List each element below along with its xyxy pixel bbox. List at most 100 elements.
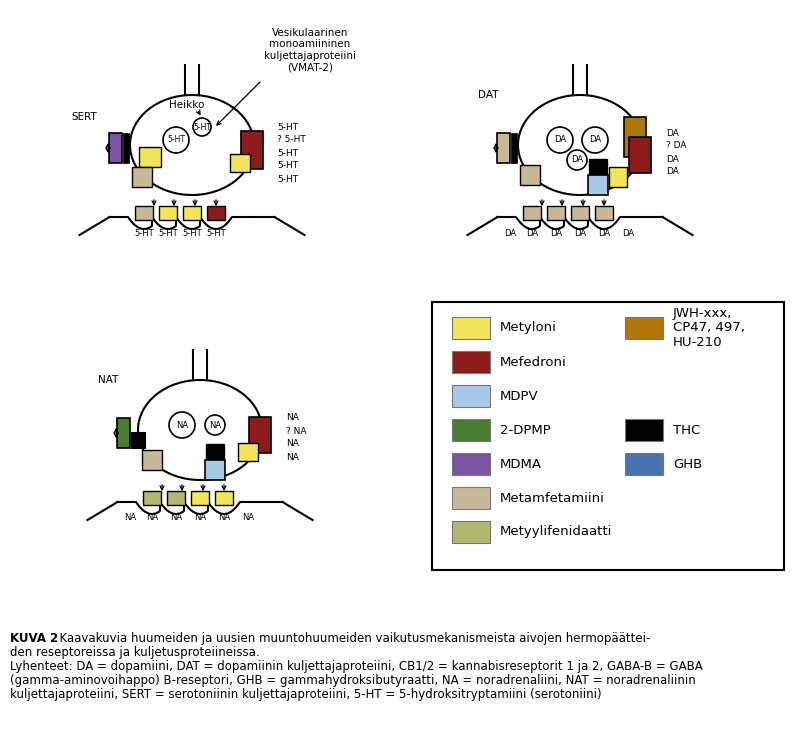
Text: 5-HT: 5-HT bbox=[206, 228, 226, 237]
Text: NA: NA bbox=[218, 513, 230, 522]
Bar bbox=[609, 167, 627, 187]
Text: 5-HT: 5-HT bbox=[158, 228, 178, 237]
Bar bbox=[109, 133, 123, 163]
Text: DA: DA bbox=[622, 228, 634, 237]
Text: NA: NA bbox=[242, 513, 254, 522]
Bar bbox=[207, 206, 225, 220]
Text: MDPV: MDPV bbox=[500, 390, 539, 403]
Bar bbox=[452, 419, 490, 441]
Text: 5-HT: 5-HT bbox=[277, 123, 298, 132]
Text: Metyylifenidaatti: Metyylifenidaatti bbox=[500, 525, 612, 539]
Text: 2-DPMP: 2-DPMP bbox=[500, 423, 551, 437]
Text: ? DA: ? DA bbox=[666, 141, 686, 150]
Text: MDMA: MDMA bbox=[500, 458, 542, 470]
Text: DA: DA bbox=[550, 228, 562, 237]
Bar bbox=[625, 419, 663, 441]
Bar bbox=[139, 147, 161, 167]
Bar bbox=[511, 133, 517, 163]
Bar bbox=[249, 417, 271, 453]
Bar bbox=[595, 206, 613, 220]
Ellipse shape bbox=[518, 95, 642, 195]
Bar bbox=[238, 443, 258, 461]
Bar bbox=[135, 206, 153, 220]
Text: 5-HT: 5-HT bbox=[183, 228, 202, 237]
Text: Metamfetamiini: Metamfetamiini bbox=[500, 492, 605, 504]
Bar bbox=[589, 159, 607, 175]
Text: 5-HT: 5-HT bbox=[167, 135, 185, 144]
Text: DA: DA bbox=[598, 228, 610, 237]
Text: DA: DA bbox=[504, 228, 516, 237]
Ellipse shape bbox=[130, 95, 254, 195]
Text: ? 5-HT: ? 5-HT bbox=[277, 135, 306, 144]
Text: DA: DA bbox=[666, 155, 679, 164]
Bar bbox=[206, 444, 224, 460]
Bar bbox=[497, 133, 511, 163]
Text: NA: NA bbox=[194, 513, 206, 522]
Bar bbox=[142, 450, 162, 470]
Bar bbox=[452, 453, 490, 475]
Text: DA: DA bbox=[554, 135, 566, 144]
Bar bbox=[452, 317, 490, 339]
Bar bbox=[624, 117, 646, 157]
Bar bbox=[523, 206, 541, 220]
Bar bbox=[205, 460, 225, 480]
Bar bbox=[132, 167, 152, 187]
Text: THC: THC bbox=[673, 423, 701, 437]
Text: NAT: NAT bbox=[98, 375, 119, 385]
Text: Lyhenteet: DA = dopamiini, DAT = dopamiinin kuljettajaproteiini, CB1/2 = kannabi: Lyhenteet: DA = dopamiini, DAT = dopamii… bbox=[10, 660, 703, 673]
Text: NA: NA bbox=[170, 513, 182, 522]
Text: DA: DA bbox=[666, 129, 679, 138]
Text: 5-HT: 5-HT bbox=[277, 149, 298, 158]
Text: GHB: GHB bbox=[673, 458, 702, 470]
Text: DA: DA bbox=[666, 167, 679, 176]
Bar bbox=[131, 432, 145, 448]
Text: KUVA 2: KUVA 2 bbox=[10, 632, 58, 645]
Bar bbox=[143, 491, 161, 505]
Text: NA: NA bbox=[146, 513, 158, 522]
Text: DA: DA bbox=[571, 155, 583, 164]
Text: . Kaavakuvia huumeiden ja uusien muuntohuumeiden vaikutusmekanismeista aivojen h: . Kaavakuvia huumeiden ja uusien muuntoh… bbox=[52, 632, 650, 645]
Bar bbox=[191, 491, 209, 505]
Text: DA: DA bbox=[526, 228, 538, 237]
Text: JWH-xxx,
CP47, 497,
HU-210: JWH-xxx, CP47, 497, HU-210 bbox=[673, 307, 745, 350]
Text: Heikko: Heikko bbox=[169, 100, 205, 110]
Text: DAT: DAT bbox=[478, 90, 498, 100]
Text: kuljettajaproteiini, SERT = serotoniinin kuljettajaproteiini, 5-HT = 5-hydroksit: kuljettajaproteiini, SERT = serotoniinin… bbox=[10, 688, 602, 701]
Bar bbox=[432, 302, 784, 570]
Bar bbox=[547, 206, 565, 220]
Bar bbox=[520, 165, 540, 185]
Text: NA: NA bbox=[124, 513, 136, 522]
Text: 5-HT: 5-HT bbox=[134, 228, 154, 237]
Bar bbox=[230, 154, 250, 172]
Bar bbox=[167, 491, 185, 505]
Text: 5-HT: 5-HT bbox=[277, 175, 298, 184]
Bar bbox=[117, 418, 131, 448]
Text: Metyloni: Metyloni bbox=[500, 321, 557, 335]
Text: den reseptoreissa ja kuljetusproteiineissa.: den reseptoreissa ja kuljetusproteiineis… bbox=[10, 646, 260, 659]
Text: 5-HT: 5-HT bbox=[277, 161, 298, 170]
Bar bbox=[452, 487, 490, 509]
Text: DA: DA bbox=[574, 228, 586, 237]
Text: Vesikulaarinen
monoamiininen
kuljettajaproteiini
(VMAT-2): Vesikulaarinen monoamiininen kuljettajap… bbox=[264, 28, 356, 72]
Bar bbox=[588, 175, 608, 195]
Text: DA: DA bbox=[589, 135, 601, 144]
Bar bbox=[452, 521, 490, 543]
Bar bbox=[452, 385, 490, 407]
Bar bbox=[215, 491, 233, 505]
Bar bbox=[241, 131, 263, 169]
Text: NA: NA bbox=[176, 420, 188, 429]
Text: NA: NA bbox=[286, 440, 299, 449]
Bar bbox=[571, 206, 589, 220]
Bar bbox=[452, 351, 490, 373]
Bar bbox=[629, 137, 651, 173]
Bar bbox=[183, 206, 201, 220]
Text: NA: NA bbox=[286, 414, 299, 423]
Bar bbox=[123, 133, 129, 163]
Bar bbox=[625, 317, 663, 339]
Text: 5-HT: 5-HT bbox=[193, 123, 211, 132]
Bar bbox=[625, 453, 663, 475]
Text: NA: NA bbox=[209, 420, 221, 429]
Text: NA: NA bbox=[286, 452, 299, 461]
Bar bbox=[159, 206, 177, 220]
Ellipse shape bbox=[138, 380, 262, 480]
